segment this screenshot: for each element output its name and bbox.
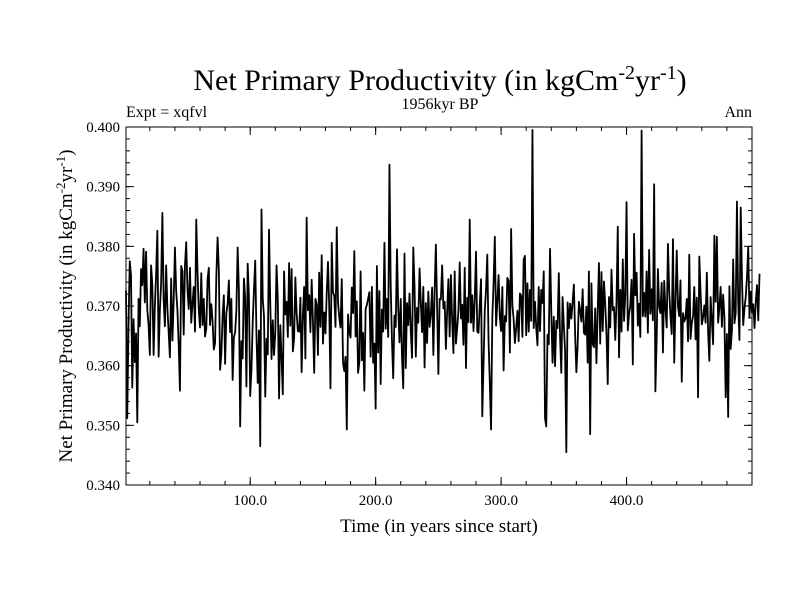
experiment-label: Expt = xqfvl [126, 104, 208, 121]
y-tick-label: 0.360 [86, 359, 120, 375]
x-axis: 100.0 200.0 300.0 400.0 [149, 127, 728, 509]
chart-subtitle: 1956kyr BP [402, 96, 479, 113]
y-tick-label: 0.350 [86, 418, 120, 434]
x-axis-title: Time (in years since start) [340, 516, 538, 537]
x-tick-label: 400.0 [610, 493, 644, 509]
npp-series-line [125, 129, 761, 454]
y-tick-label: 0.380 [86, 239, 120, 255]
x-tick-label: 100.0 [233, 493, 267, 509]
x-tick-label: 200.0 [359, 493, 393, 509]
y-axis-title: Net Primary Productivity (in kgCm-2yr-1) [53, 150, 77, 463]
y-tick-label: 0.370 [86, 299, 120, 315]
y-tick-label: 0.400 [86, 120, 120, 136]
y-axis: 0.340 0.350 0.360 0.370 0.380 0.390 0.400 [86, 120, 752, 494]
chart-title: Net Primary Productivity (in kgCm-2yr-1) [193, 62, 686, 97]
season-label: Ann [724, 104, 752, 121]
y-tick-label: 0.390 [86, 180, 120, 196]
y-tick-label: 0.340 [86, 478, 120, 494]
x-tick-label: 300.0 [484, 493, 518, 509]
